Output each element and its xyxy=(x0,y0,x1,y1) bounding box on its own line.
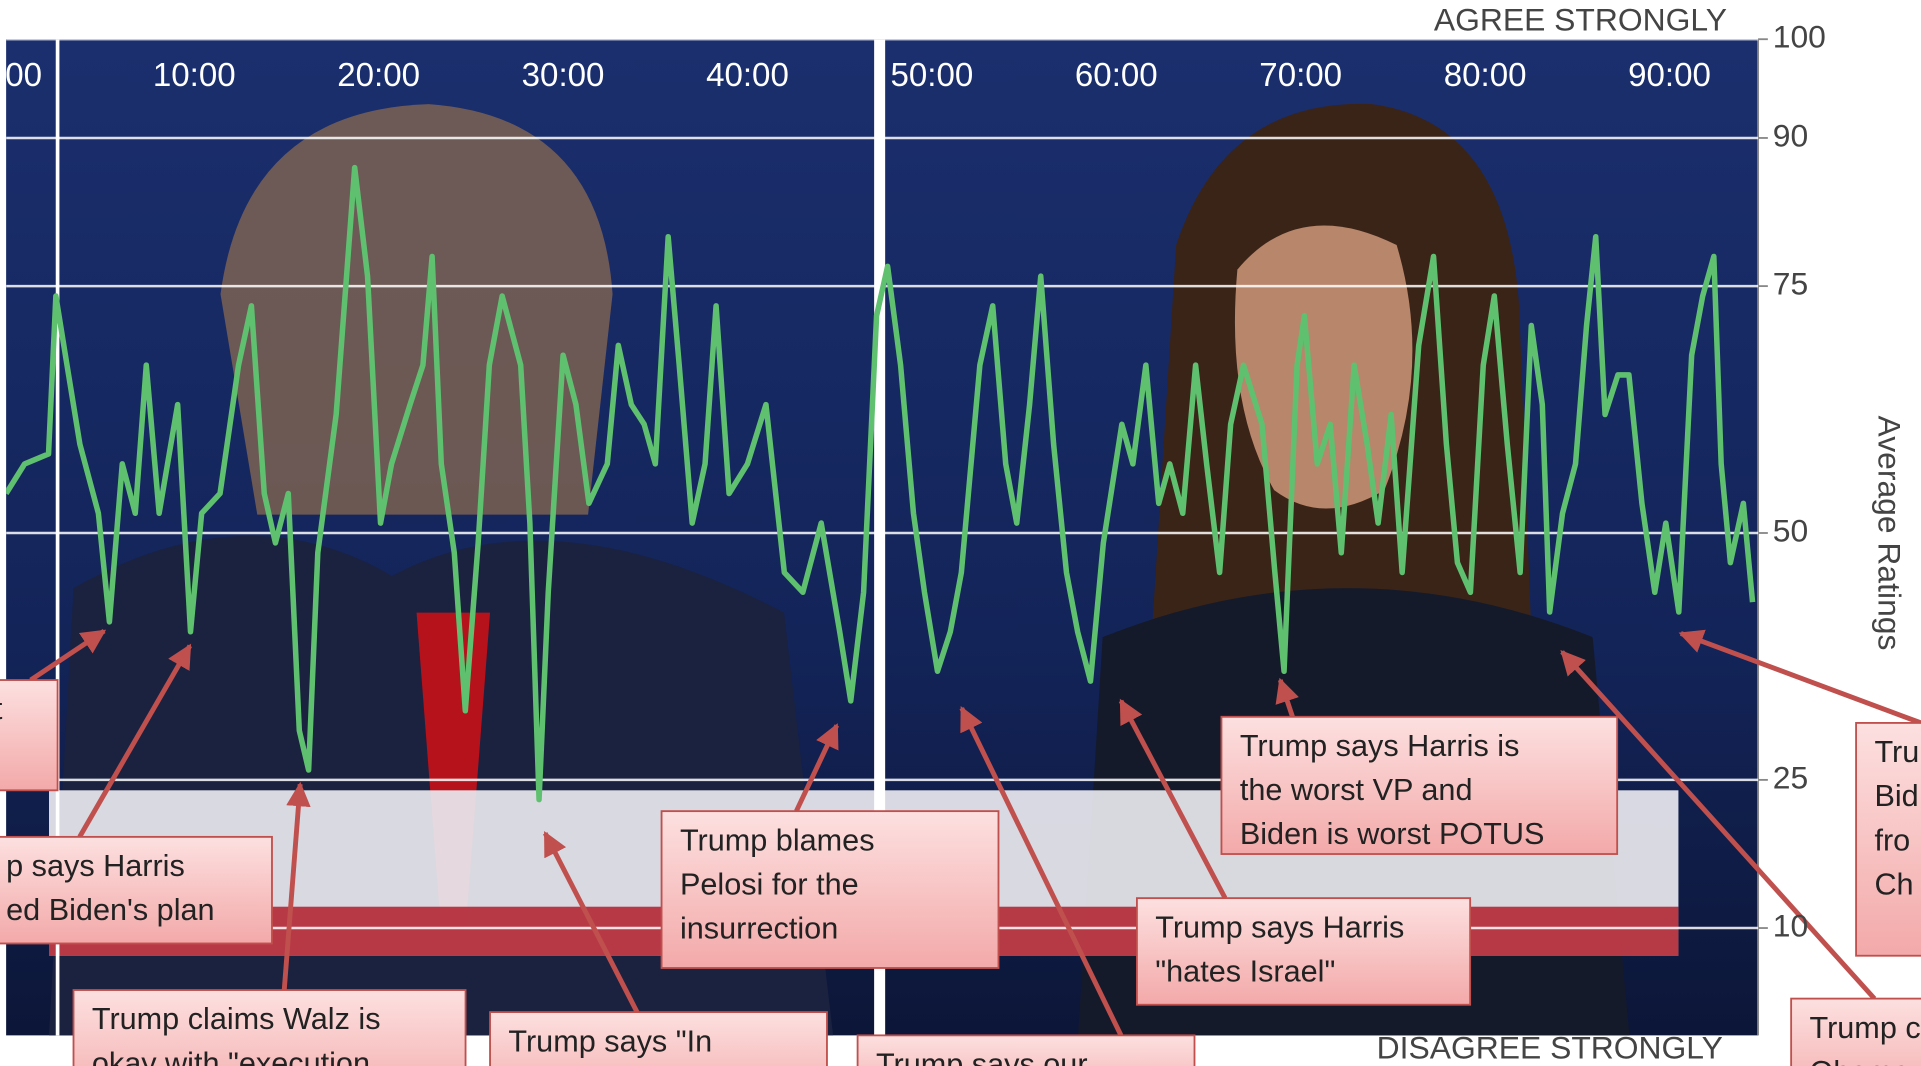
x-tick-label: 50:00 xyxy=(890,57,973,94)
annotation-arrow xyxy=(1560,650,1877,1001)
annotation-arrow xyxy=(959,706,1124,1037)
annotation-text: Trump says "In xyxy=(508,1024,712,1058)
y-tick-label: 100 xyxy=(1773,19,1826,55)
y-tick-label: 90 xyxy=(1773,117,1808,153)
annotation-text: Trump says Harris xyxy=(1155,910,1404,944)
x-tick-label: 20:00 xyxy=(337,57,420,94)
annotation-box xyxy=(856,1034,1196,1066)
top-label: AGREE STRONGLY xyxy=(1434,1,1727,37)
annotation-box xyxy=(0,835,273,945)
annotation-text: t xyxy=(0,692,3,726)
annotation-text: ed Biden's plan xyxy=(6,893,214,927)
annotation-arrow xyxy=(1275,677,1299,718)
annotation-text: Ch xyxy=(1874,867,1913,901)
annotation-arrow xyxy=(794,723,839,813)
bottom-label: DISAGREE STRONGLY xyxy=(1377,1029,1723,1065)
annotation-text: insurrection xyxy=(680,912,838,946)
y-tick-label: 10 xyxy=(1773,907,1808,943)
annotation-text: okay with "execution xyxy=(92,1046,370,1066)
y-tick-label: 25 xyxy=(1773,759,1808,795)
x-tick-label: 80:00 xyxy=(1444,57,1527,94)
y-tick-label: 50 xyxy=(1773,512,1808,548)
annotation-text: Biden is worst POTUS xyxy=(1240,817,1545,851)
x-tick-label: 0:00 xyxy=(0,57,42,94)
annotation-text: Trump c xyxy=(1810,1011,1921,1045)
x-tick-label: 30:00 xyxy=(522,57,605,94)
annotation-box xyxy=(1790,997,1921,1066)
annotation-box xyxy=(489,1011,828,1066)
annotations: t p says Harris ed Biden's plan Trump claim… xyxy=(0,628,1921,1066)
annotation-text: Trump blames xyxy=(680,823,875,857)
annotation-box xyxy=(1220,715,1619,855)
annotation-text: fro xyxy=(1874,823,1910,857)
annotation-text: Tru xyxy=(1874,735,1919,769)
annotation-arrow xyxy=(29,628,107,683)
x-tick-label: 10:00 xyxy=(153,57,236,94)
annotation-text: "hates Israel" xyxy=(1155,954,1335,988)
annotation-text: the worst VP and xyxy=(1240,773,1473,807)
annotation-text: p says Harris xyxy=(6,849,185,883)
annotation-arrow xyxy=(281,781,311,991)
annotation-text: Obama xyxy=(1810,1055,1911,1066)
annotation-text: Trump says our xyxy=(876,1048,1088,1066)
x-tick-label: 60:00 xyxy=(1075,57,1158,94)
annotation-arrow xyxy=(1118,698,1228,900)
annotation-box xyxy=(1135,897,1472,1006)
x-tick-label: 40:00 xyxy=(706,57,789,94)
annotation-text: Trump says Harris is xyxy=(1240,729,1520,763)
y-tick-label: 75 xyxy=(1773,266,1808,302)
y-axis-title: Average Ratings xyxy=(1871,416,1907,651)
annotation-box xyxy=(660,810,1000,969)
annotation-box xyxy=(72,989,467,1066)
annotation-text: Bid xyxy=(1874,779,1918,813)
data-line xyxy=(6,164,1756,803)
annotation-box xyxy=(0,679,59,792)
x-tick-label: 70:00 xyxy=(1259,57,1342,94)
annotation-arrow xyxy=(1678,629,1921,726)
annotation-text: Pelosi for the xyxy=(680,867,859,901)
annotation-arrow xyxy=(543,831,640,1014)
x-tick-label: 90:00 xyxy=(1628,57,1711,94)
annotation-box xyxy=(1855,722,1921,957)
annotation-text: Trump claims Walz is xyxy=(92,1002,381,1036)
annotation-arrow xyxy=(77,643,193,839)
